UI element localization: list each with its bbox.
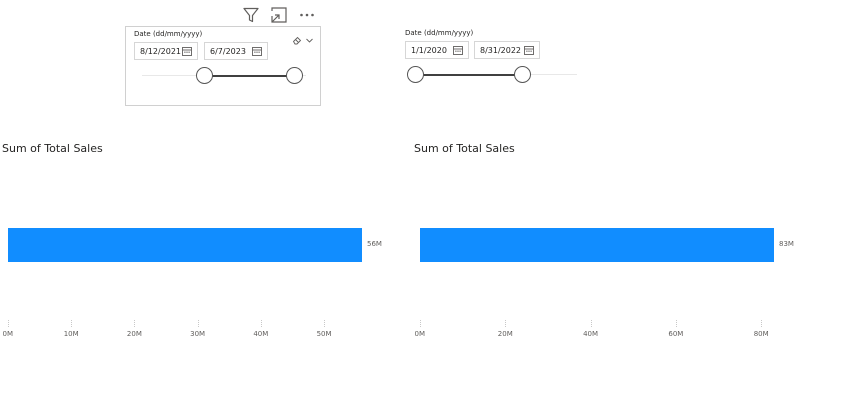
- tick-label: 40M: [583, 330, 599, 338]
- sales-bar-chart-1: Sum of Total Sales 56M 0M 10M 20M 30M 40M 50M: [0, 140, 400, 350]
- bar[interactable]: [8, 228, 362, 262]
- tick-label: 20M: [126, 330, 142, 338]
- start-date-value: 1/1/2020: [411, 45, 447, 55]
- bar[interactable]: [420, 228, 774, 262]
- tick-line: [8, 320, 9, 327]
- more-options-icon[interactable]: [296, 4, 318, 26]
- end-date-value: 6/7/2023: [210, 46, 246, 56]
- tick-line: [197, 320, 199, 327]
- tick-label: 40M: [253, 330, 269, 338]
- slider-end-handle[interactable]: [286, 67, 304, 84]
- date-slicer-1: Date (dd/mm/yyyy) 8/12/2021 6/7/2023: [125, 26, 321, 106]
- slider-track-fill: [204, 74, 295, 77]
- tick-label: 0M: [414, 330, 426, 338]
- visual-header-toolbar: [240, 4, 322, 26]
- tick-line: [260, 320, 262, 327]
- end-date-input[interactable]: 8/31/2022: [474, 41, 540, 59]
- slider-track-fill: [415, 73, 523, 76]
- data-label: 56M: [367, 240, 382, 248]
- data-label: 83M: [779, 240, 794, 248]
- end-date-value: 8/31/2022: [480, 45, 522, 55]
- calendar-icon: [252, 47, 262, 56]
- calendar-icon: [182, 47, 192, 56]
- focus-mode-icon[interactable]: [268, 4, 290, 26]
- tick-line: [590, 320, 592, 327]
- end-date-input[interactable]: 6/7/2023: [204, 42, 268, 60]
- tick-label: 10M: [63, 330, 79, 338]
- tick-line: [675, 320, 677, 327]
- eraser-icon[interactable]: [292, 30, 302, 45]
- calendar-icon: [453, 46, 463, 55]
- slicer-title: Date (dd/mm/yyyy): [134, 30, 203, 38]
- tick-label: 20M: [497, 330, 513, 338]
- chart-plot-area: 56M 0M 10M 20M 30M 40M 50M: [0, 140, 400, 350]
- chart-title: Sum of Total Sales: [2, 142, 103, 155]
- tick-line: [761, 320, 763, 327]
- date-slicer-2: Date (dd/mm/yyyy) 1/1/2020 8/31/2022: [397, 26, 593, 106]
- chart-title: Sum of Total Sales: [414, 142, 515, 155]
- tick-line: [324, 320, 326, 327]
- date-range-slider[interactable]: [142, 67, 306, 84]
- chevron-down-icon[interactable]: [305, 30, 314, 43]
- calendar-icon: [524, 46, 534, 55]
- tick-label: 50M: [316, 330, 332, 338]
- date-range-slider[interactable]: [407, 66, 577, 83]
- start-date-value: 8/12/2021: [140, 46, 182, 56]
- slicer-title: Date (dd/mm/yyyy): [405, 29, 474, 37]
- start-date-input[interactable]: 8/12/2021: [134, 42, 198, 60]
- tick-line: [134, 320, 136, 327]
- tick-label: 30M: [190, 330, 206, 338]
- tick-label: 80M: [753, 330, 769, 338]
- tick-line: [505, 320, 507, 327]
- slider-end-handle[interactable]: [514, 66, 532, 83]
- slider-start-handle[interactable]: [195, 67, 213, 84]
- tick-label: 0M: [2, 330, 14, 338]
- tick-line: [420, 320, 421, 327]
- filter-icon[interactable]: [240, 4, 262, 26]
- sales-bar-chart-2: Sum of Total Sales 83M 0M 20M 40M 60M 80M: [412, 140, 832, 350]
- start-date-input[interactable]: 1/1/2020: [405, 41, 469, 59]
- tick-label: 60M: [668, 330, 684, 338]
- tick-line: [71, 320, 73, 327]
- slider-start-handle[interactable]: [407, 66, 424, 83]
- chart-plot-area: 83M 0M 20M 40M 60M 80M: [412, 140, 832, 350]
